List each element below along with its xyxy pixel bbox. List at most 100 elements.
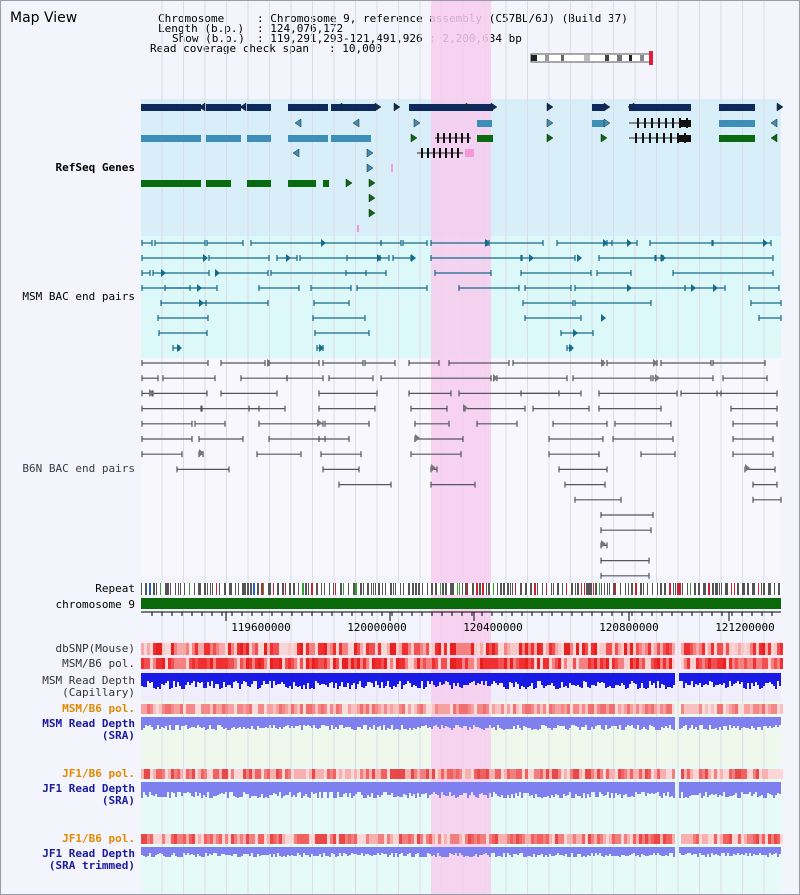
jf1-trim-depth-bar [157, 847, 159, 854]
jf1-b6-pol-trim-cell [336, 834, 339, 844]
gene-arrow [366, 148, 374, 158]
msm-b6-pol-cell [246, 658, 249, 669]
msm-sra-depth-bar [569, 717, 571, 728]
repeat-element [488, 583, 490, 595]
msm-b6-pol-cell [252, 658, 255, 669]
msm-b6-pol-cell [765, 658, 768, 669]
jf1-trim-depth-bar [475, 847, 477, 854]
jf1-sra-depth-bar [485, 782, 487, 795]
jf1-b6-pol-trim-cell [471, 834, 474, 844]
jf1-sra-depth-bar [679, 782, 681, 798]
msm-bac-arrow [763, 239, 768, 247]
dbsnp-cell [255, 643, 258, 655]
gene-exon [451, 148, 453, 158]
repeat-track[interactable] [141, 583, 781, 595]
msm-b6-pol-sra-cell [588, 704, 591, 714]
read-depth-tracks[interactable] [141, 673, 781, 857]
msm-b6-pol-sra-cell [690, 704, 693, 714]
msm-capillary-depth-bar [299, 673, 301, 686]
jf1-trim-depth-bar [347, 847, 349, 856]
jf1-b6-pol-cell [273, 769, 276, 779]
msm-b6-pol-sra-cell [540, 704, 543, 714]
jf1-sra-depth-bar [403, 782, 405, 794]
jf1-b6-pol-trim-cell [687, 834, 690, 844]
repeat-element [459, 583, 460, 595]
jf1-b6-pol-trim-cell [618, 834, 621, 844]
jf1-trim-depth-bar [455, 847, 457, 853]
jf1-sra-depth-bar [727, 782, 729, 797]
msm-b6-pol-sra-cell [639, 704, 642, 714]
msm-b6-pol-sra-cell [219, 704, 222, 714]
msm-capillary-depth-bar [339, 673, 341, 686]
gene-exon [427, 148, 429, 158]
jf1-b6-pol-cell [564, 769, 567, 779]
jf1-b6-pol-cell [498, 769, 501, 779]
msm-sra-depth-bar [183, 717, 185, 726]
dbsnp-cell [750, 643, 753, 655]
jf1-trim-depth-bar [301, 847, 303, 857]
jf1-trim-depth-bar [391, 847, 393, 853]
jf1-sra-depth-bar [299, 782, 301, 792]
msm-b6-pol-sra-cell [768, 704, 771, 714]
msm-b6-pol-sra-cell [297, 704, 300, 714]
jf1-sra-depth-bar [635, 782, 637, 792]
dbsnp-cell [720, 643, 723, 655]
chromosome-ideogram[interactable] [530, 51, 653, 65]
jf1-b6-pol-trim-cell [207, 834, 210, 844]
repeat-element [263, 583, 264, 595]
repeat-element [216, 583, 217, 595]
msm-capillary-depth-bar [713, 673, 715, 687]
msm-capillary-depth-bar [381, 673, 383, 682]
msm-b6-pol-sra-cell [279, 704, 282, 714]
jf1-trim-depth-bar [601, 847, 603, 856]
jf1-sra-depth-bar [313, 782, 315, 794]
chromosome-bar[interactable] [141, 598, 781, 609]
jf1-b6-pol-cell [699, 769, 702, 779]
dbsnp-cell [432, 643, 435, 655]
msm-b6-pol-cell [168, 658, 171, 669]
polymorphism-tracks[interactable] [141, 643, 783, 844]
msm-bac-track[interactable] [141, 239, 782, 352]
dbsnp-cell [171, 643, 174, 655]
msm-b6-pol-cell [177, 658, 180, 669]
msm-sra-depth-bar [731, 717, 733, 728]
jf1-b6-pol-trim-cell [603, 834, 606, 844]
msm-sra-depth-bar [533, 717, 535, 729]
refseq-genes-track[interactable] [141, 102, 784, 232]
jf1-sra-depth-bar [367, 782, 369, 795]
jf1-trim-depth-bar [583, 847, 585, 856]
msm-sra-depth-bar [751, 717, 753, 726]
msm-sra-depth-bar [655, 717, 657, 730]
msm-capillary-depth-bar [765, 673, 767, 683]
jf1-b6-pol-cell [555, 769, 558, 779]
msm-b6-pol-sra-cell [750, 704, 753, 714]
msm-b6-pol-sra-cell [384, 704, 387, 714]
msm-b6-pol-cell [564, 658, 567, 669]
msm-capillary-depth-bar [477, 673, 479, 683]
jf1-b6-pol-trim-cell [636, 834, 639, 844]
msm-sra-depth-bar [193, 717, 195, 727]
dbsnp-cell [402, 643, 405, 655]
msm-b6-pol-sra-cell [375, 704, 378, 714]
jf1-sra-depth-bar [193, 782, 195, 797]
msm-capillary-depth-bar [209, 673, 211, 686]
msm-b6-pol-sra-cell [258, 704, 261, 714]
repeat-element [210, 583, 211, 595]
jf1-b6-pol-trim-cell [273, 834, 276, 844]
jf1-b6-pol-cell [666, 769, 669, 779]
msm-b6-pol-sra-cell [156, 704, 159, 714]
msm-capillary-depth-bar [327, 673, 329, 687]
repeat-element [593, 583, 594, 595]
msm-sra-depth-bar [481, 717, 483, 729]
msm-b6-pol-cell [537, 658, 540, 669]
msm-sra-depth-bar [161, 717, 163, 727]
msm-capillary-depth-bar [425, 673, 427, 687]
jf1-trim-depth-bar [539, 847, 541, 855]
msm-sra-depth-bar [445, 717, 447, 726]
b6n-bac-track[interactable] [141, 359, 782, 579]
msm-capillary-depth-bar [217, 673, 219, 684]
jf1-sra-depth-bar [439, 782, 441, 798]
jf1-sra-depth-bar [569, 782, 571, 792]
msm-b6-pol-cell [402, 658, 405, 669]
